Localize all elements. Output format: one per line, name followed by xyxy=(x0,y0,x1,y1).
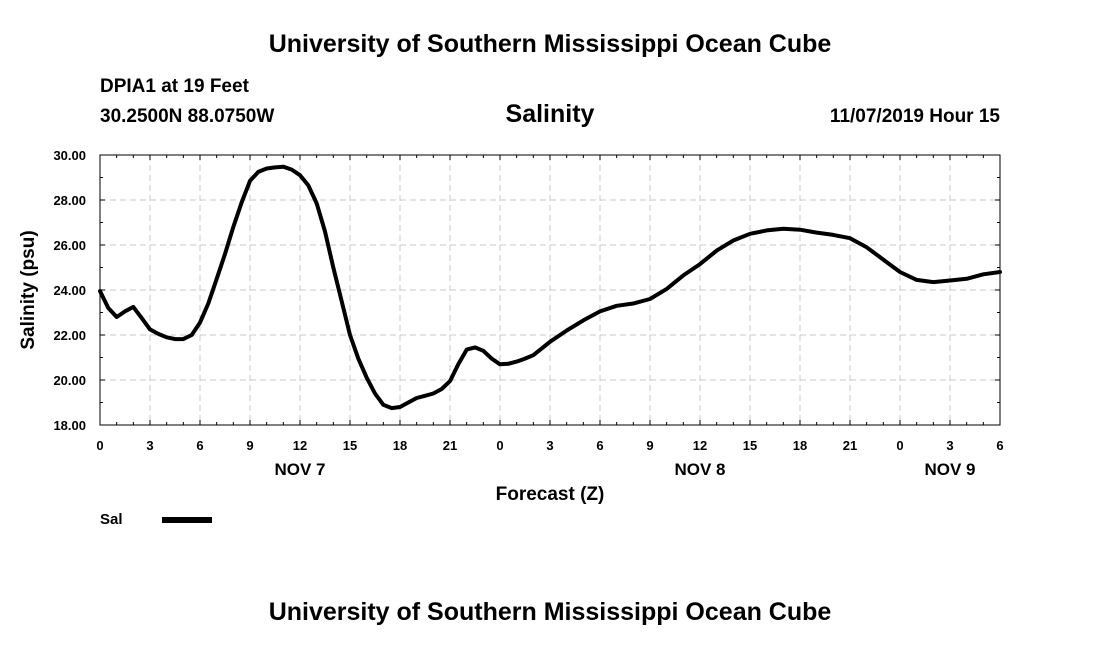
x-tick-label: 3 xyxy=(546,438,553,453)
x-tick-label: 12 xyxy=(693,438,707,453)
y-tick-label: 22.00 xyxy=(53,328,86,343)
legend: Sal xyxy=(100,511,212,528)
x-tick-label: 9 xyxy=(646,438,653,453)
date-labels: NOV 7 NOV 8 NOV 9 xyxy=(274,460,975,479)
x-tick-label: 15 xyxy=(743,438,757,453)
series-layer xyxy=(98,164,1002,411)
page-title: University of Southern Mississippi Ocean… xyxy=(268,30,832,58)
x-tick-label: 18 xyxy=(793,438,807,453)
grid-lines xyxy=(100,155,1000,425)
x-tick-label: 3 xyxy=(146,438,153,453)
x-tick-label: 6 xyxy=(196,438,203,453)
y-tick-label: 26.00 xyxy=(53,238,86,253)
legend-label-sal: Sal xyxy=(100,511,123,528)
y-axis-title: Salinity (psu) xyxy=(18,230,39,349)
y-tick-label: 24.00 xyxy=(53,283,86,298)
x-tick-labels: 0 3 6 9 12 15 18 21 0 3 6 9 12 15 18 21 0 3 6 xyxy=(96,438,1003,453)
y-tick-label: 20.00 xyxy=(53,373,86,388)
station-label: DPIA1 at 19 Feet xyxy=(100,76,249,97)
x-tick-label: 15 xyxy=(343,438,357,453)
y-tick-label: 28.00 xyxy=(53,193,86,208)
y-tick-label: 30.00 xyxy=(53,148,86,163)
datetime-label: 11/07/2019 Hour 15 xyxy=(829,106,1000,127)
coordinates-label: 30.2500N 88.0750W xyxy=(100,106,275,127)
y-tick-labels: 18.00 20.00 22.00 24.00 26.00 28.00 30.00 xyxy=(53,148,86,433)
x-tick-label: 3 xyxy=(946,438,953,453)
series-line-sal xyxy=(98,164,1002,411)
x-tick-label: 0 xyxy=(896,438,903,453)
x-tick-label: 6 xyxy=(596,438,603,453)
x-tick-label: 21 xyxy=(843,438,857,453)
date-label: NOV 7 xyxy=(274,460,325,479)
chart-title: Salinity xyxy=(505,100,595,128)
date-label: NOV 8 xyxy=(674,460,725,479)
y-tick-label: 18.00 xyxy=(53,418,86,433)
x-tick-label: 9 xyxy=(246,438,253,453)
x-axis-title: Forecast (Z) xyxy=(496,484,605,505)
x-tick-label: 0 xyxy=(96,438,103,453)
footer-title: University of Southern Mississippi Ocean… xyxy=(268,598,832,626)
x-tick-label: 0 xyxy=(496,438,503,453)
x-tick-label: 21 xyxy=(443,438,457,453)
date-label: NOV 9 xyxy=(924,460,975,479)
x-tick-label: 6 xyxy=(996,438,1003,453)
x-tick-label: 12 xyxy=(293,438,307,453)
x-tick-label: 18 xyxy=(393,438,407,453)
